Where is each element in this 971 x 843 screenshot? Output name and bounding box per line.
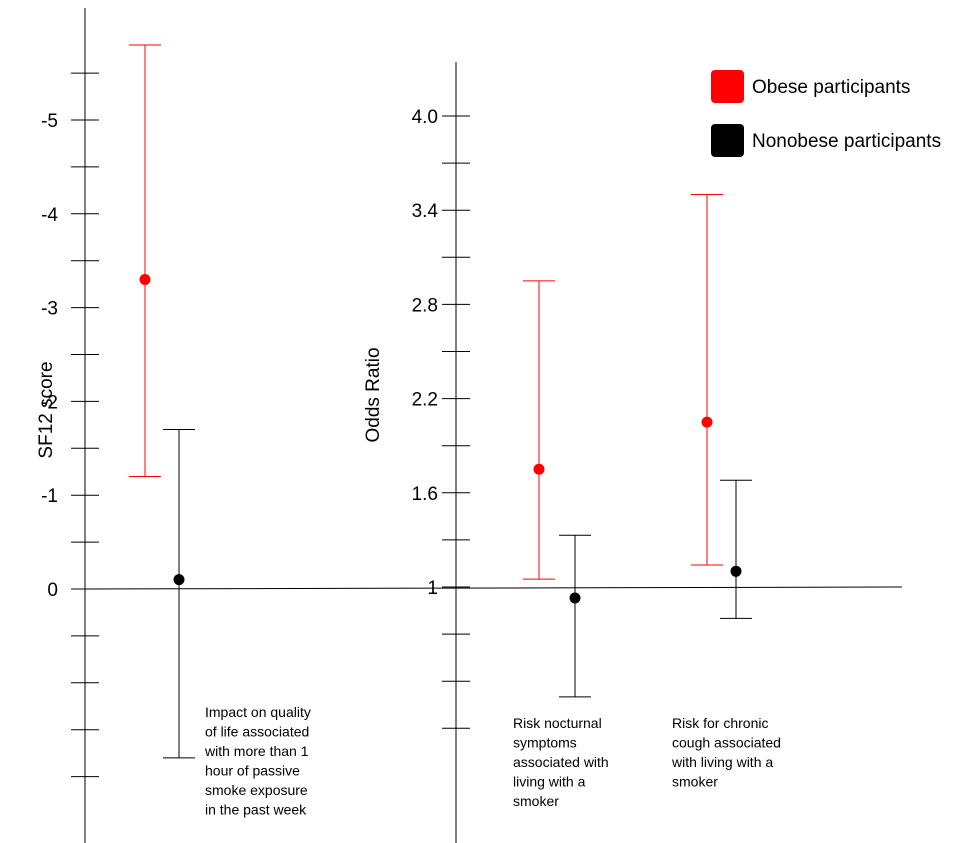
data-point	[173, 574, 185, 586]
left-y-axis-title: SF12 score	[36, 361, 57, 458]
left-tick-label: -4	[41, 205, 58, 226]
data-point	[569, 592, 581, 604]
left-annotation-line: with more than 1	[204, 743, 309, 759]
left-tick-label: -3	[41, 299, 58, 320]
legend-label: Obese participants	[752, 77, 910, 98]
right-errorbar-nonobese-2	[720, 479, 752, 619]
category-label-line-2: cough associated	[672, 735, 781, 751]
right-panel-marks	[523, 194, 752, 698]
right-tick-label: 3.4	[412, 201, 439, 222]
left-annotation-line: of life associated	[205, 724, 309, 740]
left-y-ticks: -5 -4 -3 -2 -1 0	[41, 72, 99, 778]
category-label-line-2: with living with a	[671, 754, 773, 770]
category-label-line-1: living with a	[513, 774, 586, 790]
category-label-line-1: symptoms	[513, 735, 577, 751]
right-y-ticks: 4.0 3.4 2.8 2.2 1.6 1	[412, 107, 470, 729]
left-tick-label: -5	[41, 111, 58, 132]
right-tick-label: 1.6	[412, 484, 438, 505]
legend: Obese participants Nonobese participants	[711, 70, 941, 157]
left-errorbar-nonobese	[163, 429, 195, 759]
legend-item-nonobese: Nonobese participants	[711, 124, 941, 157]
right-errorbar-obese-2	[691, 194, 723, 566]
left-annotation-line: hour of passive	[205, 763, 300, 779]
data-point	[701, 416, 713, 428]
legend-item-obese: Obese participants	[711, 70, 910, 103]
category-label-line-2: smoker	[672, 774, 718, 790]
right-errorbar-obese-1	[523, 280, 555, 580]
left-annotation: Impact on quality of life associated with …	[204, 704, 311, 818]
right-tick-label: 2.2	[412, 390, 438, 411]
data-point	[533, 463, 545, 475]
data-point	[730, 565, 742, 577]
right-tick-label: 4.0	[412, 107, 438, 128]
right-tick-label: 1	[427, 578, 438, 599]
data-point	[139, 273, 151, 285]
legend-label: Nonobese participants	[752, 131, 941, 152]
category-label-line-1: associated with	[513, 754, 609, 770]
category-label-line-1: smoker	[513, 793, 559, 809]
category-label-line-2: Risk for chronic	[672, 715, 768, 731]
left-tick-label: -2	[41, 392, 58, 413]
legend-swatch	[711, 124, 744, 157]
left-annotation-line: in the past week	[205, 802, 307, 818]
left-annotation-line: smoke exposure	[205, 782, 308, 798]
right-y-axis-title: Odds Ratio	[363, 347, 384, 442]
legend-swatch	[711, 70, 744, 103]
right-annotations: Risk nocturnal symptoms associated with liv…	[513, 715, 781, 809]
left-errorbar-obese	[129, 44, 161, 477]
right-tick-label: 2.8	[412, 295, 438, 316]
left-annotation-line: Impact on quality	[205, 704, 311, 720]
category-label-line-1: Risk nocturnal	[513, 715, 602, 731]
left-panel-marks	[129, 44, 195, 759]
baseline	[84, 586, 903, 590]
left-tick-label: -1	[41, 486, 58, 507]
right-errorbar-nonobese-1	[559, 534, 591, 698]
left-tick-label: 0	[47, 580, 58, 601]
